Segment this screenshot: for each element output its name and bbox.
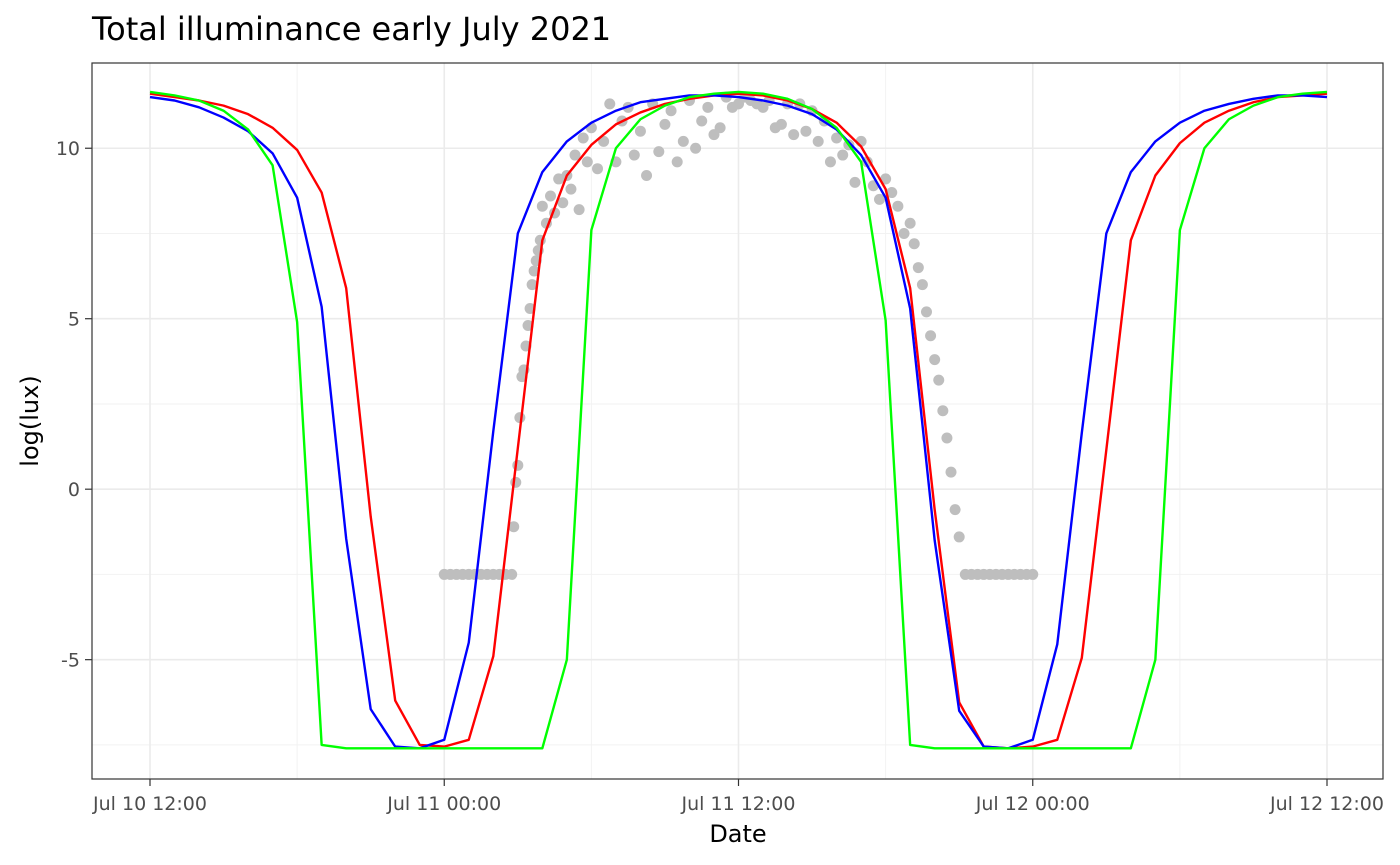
x-tick-label: Jul 11 12:00 xyxy=(681,793,796,815)
scatter-point xyxy=(953,531,965,543)
scatter-point xyxy=(916,279,928,291)
scatter-point xyxy=(933,374,945,386)
scatter-point xyxy=(912,262,924,274)
scatter-point xyxy=(925,330,937,342)
x-axis: Jul 10 12:00 Jul 11 00:00 Jul 11 12:00 Jul … xyxy=(92,779,1384,815)
scatter-point xyxy=(880,173,892,185)
y-axis-title: log(lux) xyxy=(16,375,44,466)
scatter-point xyxy=(945,466,957,478)
scatter-point xyxy=(598,135,610,147)
plot-border xyxy=(91,62,1384,780)
scatter-point xyxy=(812,135,824,147)
lines-layer xyxy=(149,90,1328,750)
chart-title: Total illuminance early July 2021 xyxy=(91,10,611,48)
y-tick-label: -5 xyxy=(61,650,80,672)
scatter-point xyxy=(690,142,702,154)
scatter-point xyxy=(696,115,708,127)
scatter-point xyxy=(702,101,714,113)
scatter-point xyxy=(837,149,849,161)
scatter-point xyxy=(677,135,689,147)
scatter-point xyxy=(920,306,932,318)
series-line-2 xyxy=(149,94,1328,750)
scatter-point xyxy=(929,354,941,366)
scatter-point xyxy=(634,125,646,137)
scatter-point xyxy=(506,568,518,580)
y-tick-label: 5 xyxy=(68,309,80,331)
x-tick-label: Jul 10 12:00 xyxy=(92,793,207,815)
x-tick-label: Jul 12 12:00 xyxy=(1269,793,1384,815)
scatter-point xyxy=(577,132,589,144)
scatter-point xyxy=(565,183,577,195)
x-tick-label: Jul 11 00:00 xyxy=(386,793,501,815)
y-tick-label: 0 xyxy=(68,479,80,501)
scatter-point xyxy=(665,105,677,117)
scatter-point xyxy=(849,176,861,188)
y-tick-label: 10 xyxy=(56,138,80,160)
y-axis: -5 0 5 10 xyxy=(56,138,92,672)
scatter-point xyxy=(557,197,569,209)
scatter-point xyxy=(908,238,920,250)
scatter-point xyxy=(604,98,616,110)
scatter-point xyxy=(592,163,604,175)
scatter-point xyxy=(873,193,885,205)
scatter-point xyxy=(898,227,910,239)
scatter-point xyxy=(1027,568,1039,580)
scatter-point xyxy=(886,187,898,199)
scatter-point xyxy=(573,204,585,216)
scatter-point xyxy=(536,200,548,212)
scatter-point xyxy=(659,118,671,130)
scatter-point xyxy=(904,217,916,229)
x-axis-title: Date xyxy=(709,820,766,848)
scatter-point xyxy=(775,118,787,130)
scatter-point xyxy=(714,122,726,134)
scatter-point xyxy=(892,200,904,212)
scatter-point xyxy=(512,459,524,471)
scatter-point xyxy=(937,405,949,417)
scatter-point xyxy=(528,265,540,277)
plot-panel xyxy=(92,63,1383,779)
scatter-point xyxy=(569,149,581,161)
scatter-point xyxy=(526,279,538,291)
scatter-point xyxy=(949,504,961,516)
x-tick-label: Jul 12 00:00 xyxy=(975,793,1090,815)
scatter-point xyxy=(508,521,520,533)
scatter-point xyxy=(581,156,593,168)
scatter-point xyxy=(831,132,843,144)
scatter-point xyxy=(641,170,653,182)
scatter-point xyxy=(941,432,953,444)
scatter-point xyxy=(800,125,812,137)
scatter-point xyxy=(824,156,836,168)
plot-area xyxy=(91,62,1384,780)
series-line-3 xyxy=(149,90,1328,750)
scatter-point xyxy=(653,146,665,158)
series-line-1 xyxy=(149,92,1328,750)
scatter-point xyxy=(628,149,640,161)
scatter-point xyxy=(788,129,800,141)
scatter-point xyxy=(510,476,522,488)
scatter-point xyxy=(545,190,557,202)
scatter-point xyxy=(671,156,683,168)
